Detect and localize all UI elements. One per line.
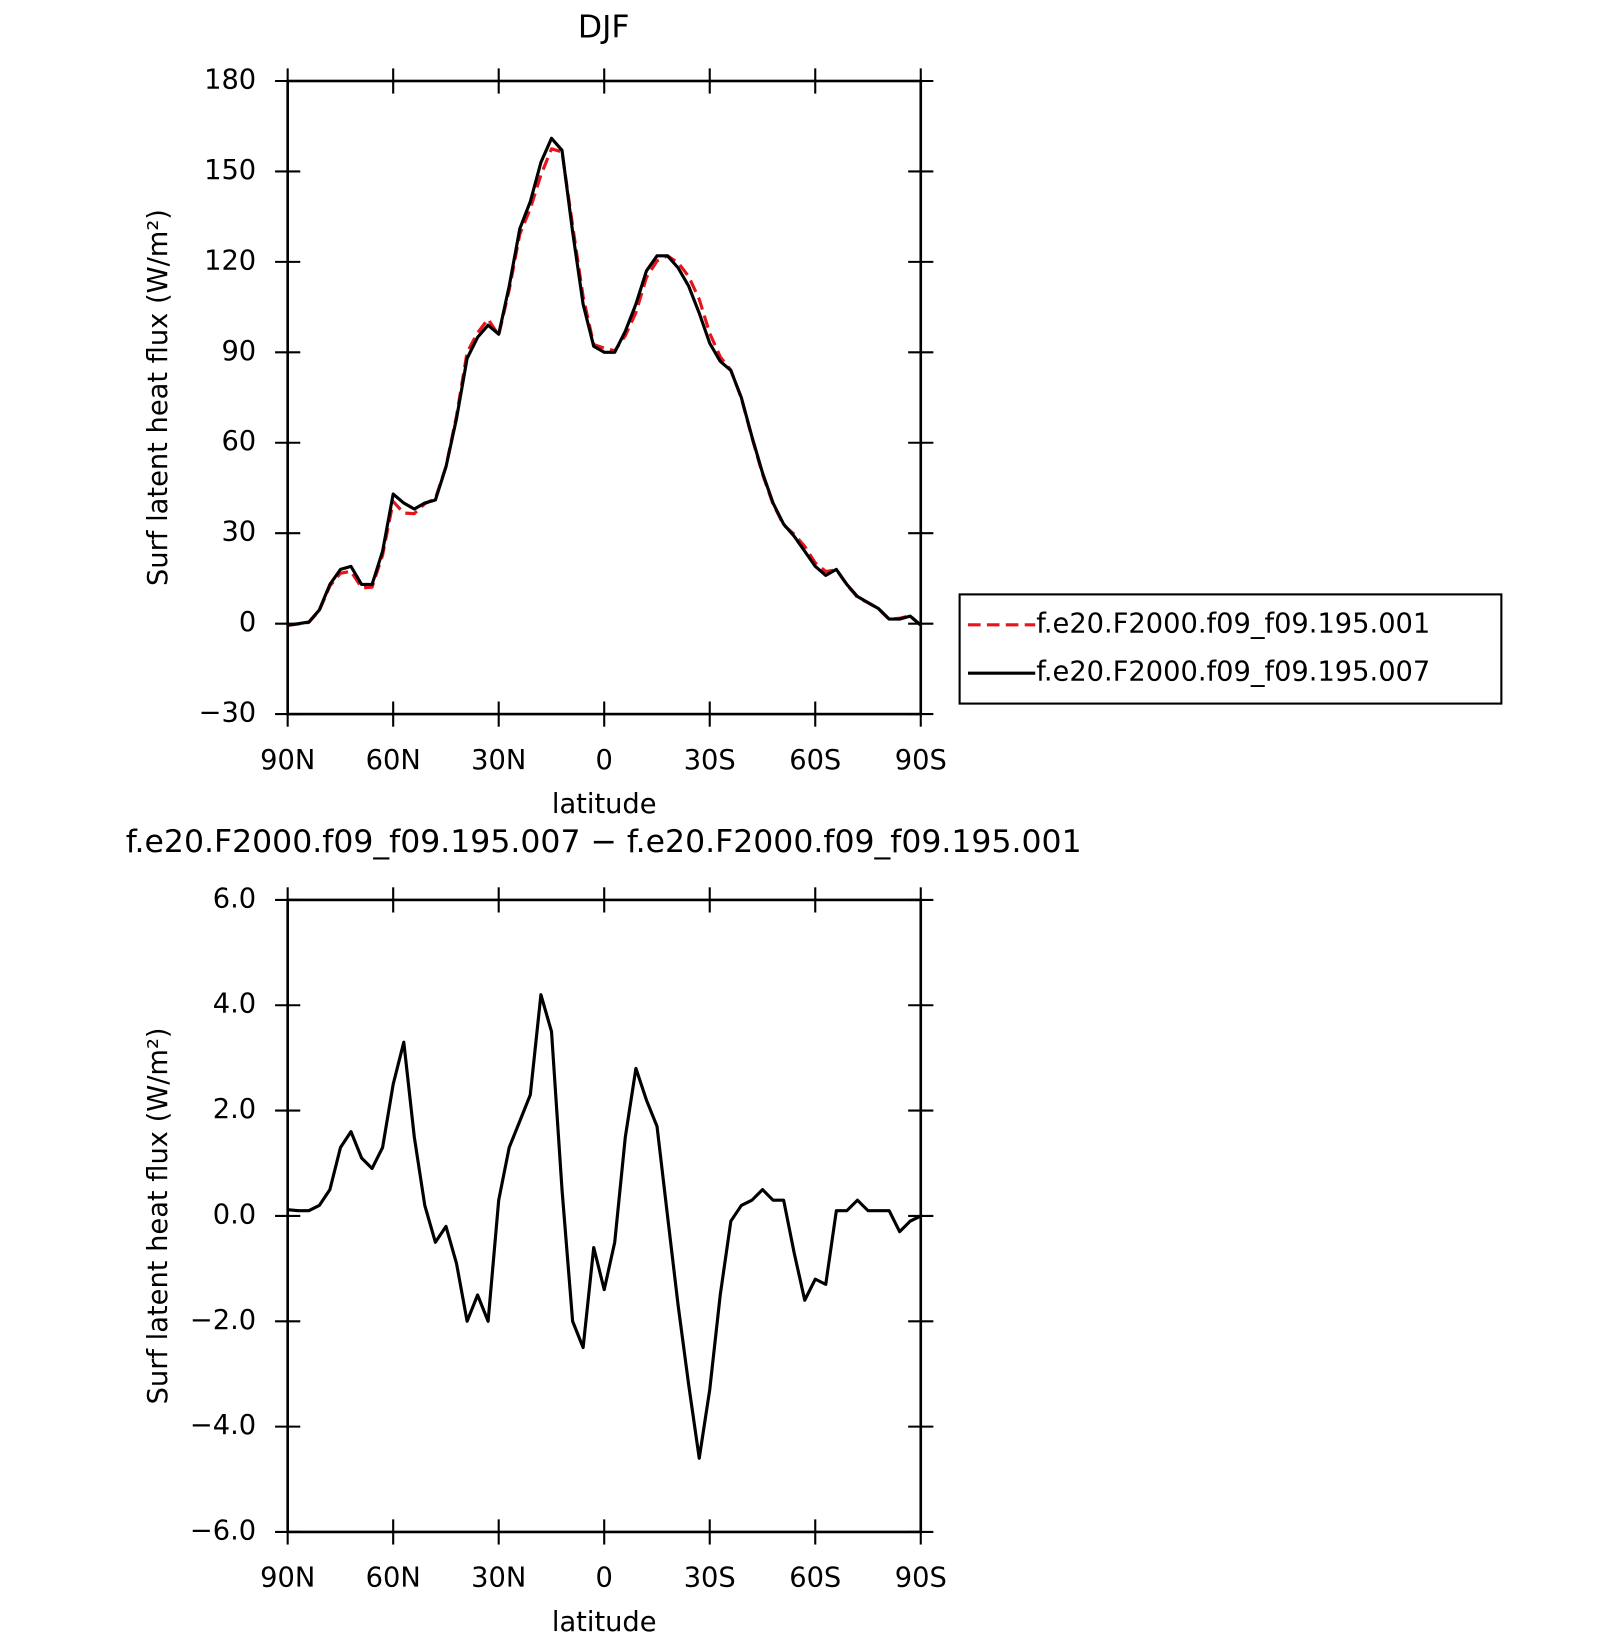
y-tick-label: 0 (239, 607, 256, 638)
y-tick-label: 0.0 (213, 1199, 256, 1230)
x-tick-label: 0 (596, 745, 613, 776)
y-tick-label: 90 (221, 336, 256, 367)
y-tick-label: 180 (204, 64, 256, 95)
plot-frame (286, 898, 923, 1534)
y-tick-label: 6.0 (213, 883, 256, 914)
x-tick-label: 60N (366, 1563, 421, 1594)
y-tick-label: 30 (221, 517, 256, 548)
y-tick-label: −4.0 (190, 1410, 256, 1441)
x-tick-label: 60N (366, 745, 421, 776)
x-tick-label: 30S (684, 745, 736, 776)
x-tick-label: 60S (789, 1563, 841, 1594)
x-tick-label: 0 (596, 1563, 613, 1594)
legend-label: f.e20.F2000.f09_f09.195.001 (1036, 608, 1430, 639)
y-tick-label: 2.0 (213, 1094, 256, 1125)
data-line (287, 136, 922, 627)
x-tick-label: 90N (260, 745, 315, 776)
y-tick-label: 60 (221, 426, 256, 457)
data-line (287, 993, 922, 1460)
y-tick-label: −30 (199, 698, 257, 729)
x-tick-label: 60S (789, 745, 841, 776)
x-tick-label: 30N (471, 745, 526, 776)
y-axis-label: Surf latent heat flux (W/m²) (143, 209, 174, 586)
legend-box (958, 593, 1503, 705)
y-axis-label: Surf latent heat flux (W/m²) (143, 1027, 174, 1404)
chart-title: f.e20.F2000.f09_f09.195.007 − f.e20.F200… (126, 824, 1082, 860)
x-tick-label: 30N (471, 1563, 526, 1594)
y-tick-label: 120 (204, 245, 256, 276)
y-tick-label: −6.0 (190, 1515, 256, 1546)
y-tick-label: 4.0 (213, 989, 256, 1020)
x-axis-label: latitude (552, 789, 657, 820)
x-tick-label: 90S (895, 745, 947, 776)
y-tick-label: −2.0 (190, 1305, 256, 1336)
y-tick-label: 150 (204, 155, 256, 186)
x-tick-label: 30S (684, 1563, 736, 1594)
x-tick-label: 90S (895, 1563, 947, 1594)
legend-label: f.e20.F2000.f09_f09.195.007 (1036, 657, 1430, 688)
x-tick-label: 90N (260, 1563, 315, 1594)
chart-title: DJF (578, 9, 630, 45)
plot-frame (286, 79, 923, 716)
x-axis-label: latitude (552, 1607, 657, 1635)
